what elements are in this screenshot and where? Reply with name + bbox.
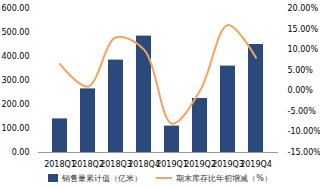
svg-text:-5.00%: -5.00% xyxy=(288,107,317,116)
svg-text:600.00: 600.00 xyxy=(2,4,30,13)
svg-text:2019Q2: 2019Q2 xyxy=(184,160,216,168)
svg-text:200.00: 200.00 xyxy=(2,100,30,109)
svg-text:2018Q1: 2018Q1 xyxy=(44,160,76,168)
svg-text:-10.00%: -10.00% xyxy=(288,127,320,136)
svg-text:2018Q4: 2018Q4 xyxy=(128,160,160,168)
svg-text:2019Q3: 2019Q3 xyxy=(212,160,244,168)
svg-text:500.00: 500.00 xyxy=(2,28,30,37)
svg-text:2019Q1: 2019Q1 xyxy=(156,160,188,168)
svg-text:2018Q3: 2018Q3 xyxy=(100,160,132,168)
svg-text:2018Q2: 2018Q2 xyxy=(72,160,104,168)
svg-text:10.00%: 10.00% xyxy=(288,45,319,54)
svg-text:300.00: 300.00 xyxy=(2,76,30,85)
html-text:销售量累计值（亿米）: 销售量累计值（亿米） xyxy=(62,173,143,183)
html-text:期末库存比年初增减（%）: 期末库存比年初增减（%） xyxy=(176,173,272,183)
svg-text:2019Q4: 2019Q4 xyxy=(240,160,272,168)
svg-text:400.00: 400.00 xyxy=(2,52,30,61)
svg-text:15.00%: 15.00% xyxy=(288,25,319,34)
svg-text:0.00%: 0.00% xyxy=(288,86,314,95)
svg-text:5.00%: 5.00% xyxy=(288,66,314,75)
svg-text:-15.00%: -15.00% xyxy=(288,148,320,157)
svg-text:0.00: 0.00 xyxy=(12,148,30,157)
svg-text:100.00: 100.00 xyxy=(2,124,30,133)
svg-text:20.00%: 20.00% xyxy=(288,4,319,13)
